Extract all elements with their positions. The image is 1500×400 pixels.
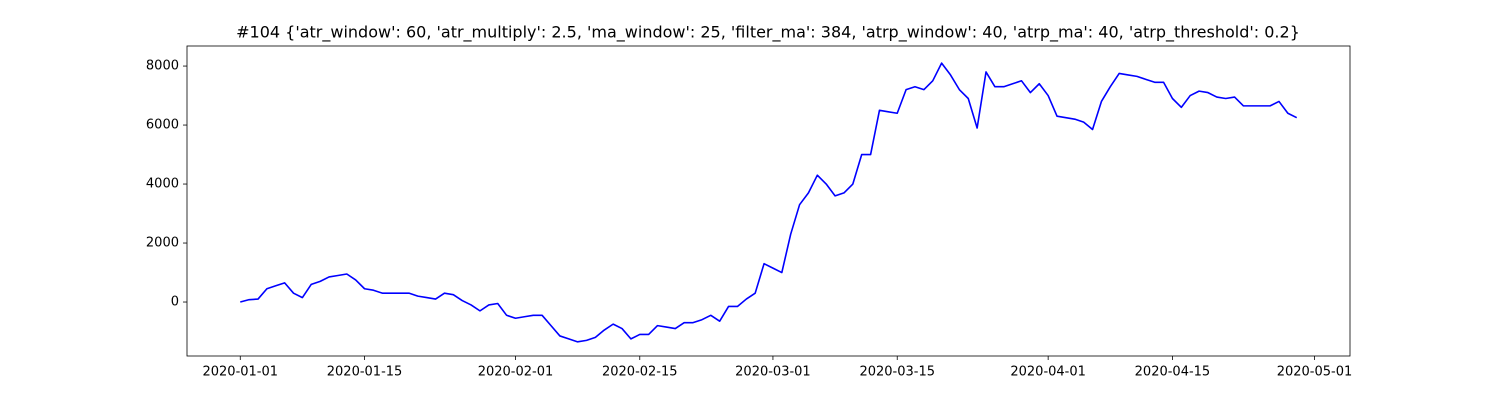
x-tick-label: 2020-03-15 <box>859 365 935 380</box>
axes-frame <box>186 45 1351 357</box>
x-tick-label: 2020-05-01 <box>1277 365 1353 380</box>
x-tick-label: 2020-04-01 <box>1010 365 1086 380</box>
x-tick-label: 2020-01-15 <box>327 365 403 380</box>
y-tick-label: 0 <box>171 295 179 310</box>
y-tick-label: 6000 <box>146 118 179 133</box>
x-tick-label: 2020-01-01 <box>202 365 278 380</box>
y-tick-label: 8000 <box>146 59 179 74</box>
chart-title: #104 {'atr_window': 60, 'atr_multiply': … <box>236 23 1300 43</box>
y-tick-label: 4000 <box>146 177 179 192</box>
x-tick-label: 2020-02-15 <box>602 365 678 380</box>
x-tick-label: 2020-04-15 <box>1135 365 1211 380</box>
x-tick-label: 2020-02-01 <box>478 365 554 380</box>
line-series <box>240 62 1298 343</box>
x-tick-label: 2020-03-01 <box>735 365 811 380</box>
y-tick-label: 2000 <box>146 236 179 251</box>
